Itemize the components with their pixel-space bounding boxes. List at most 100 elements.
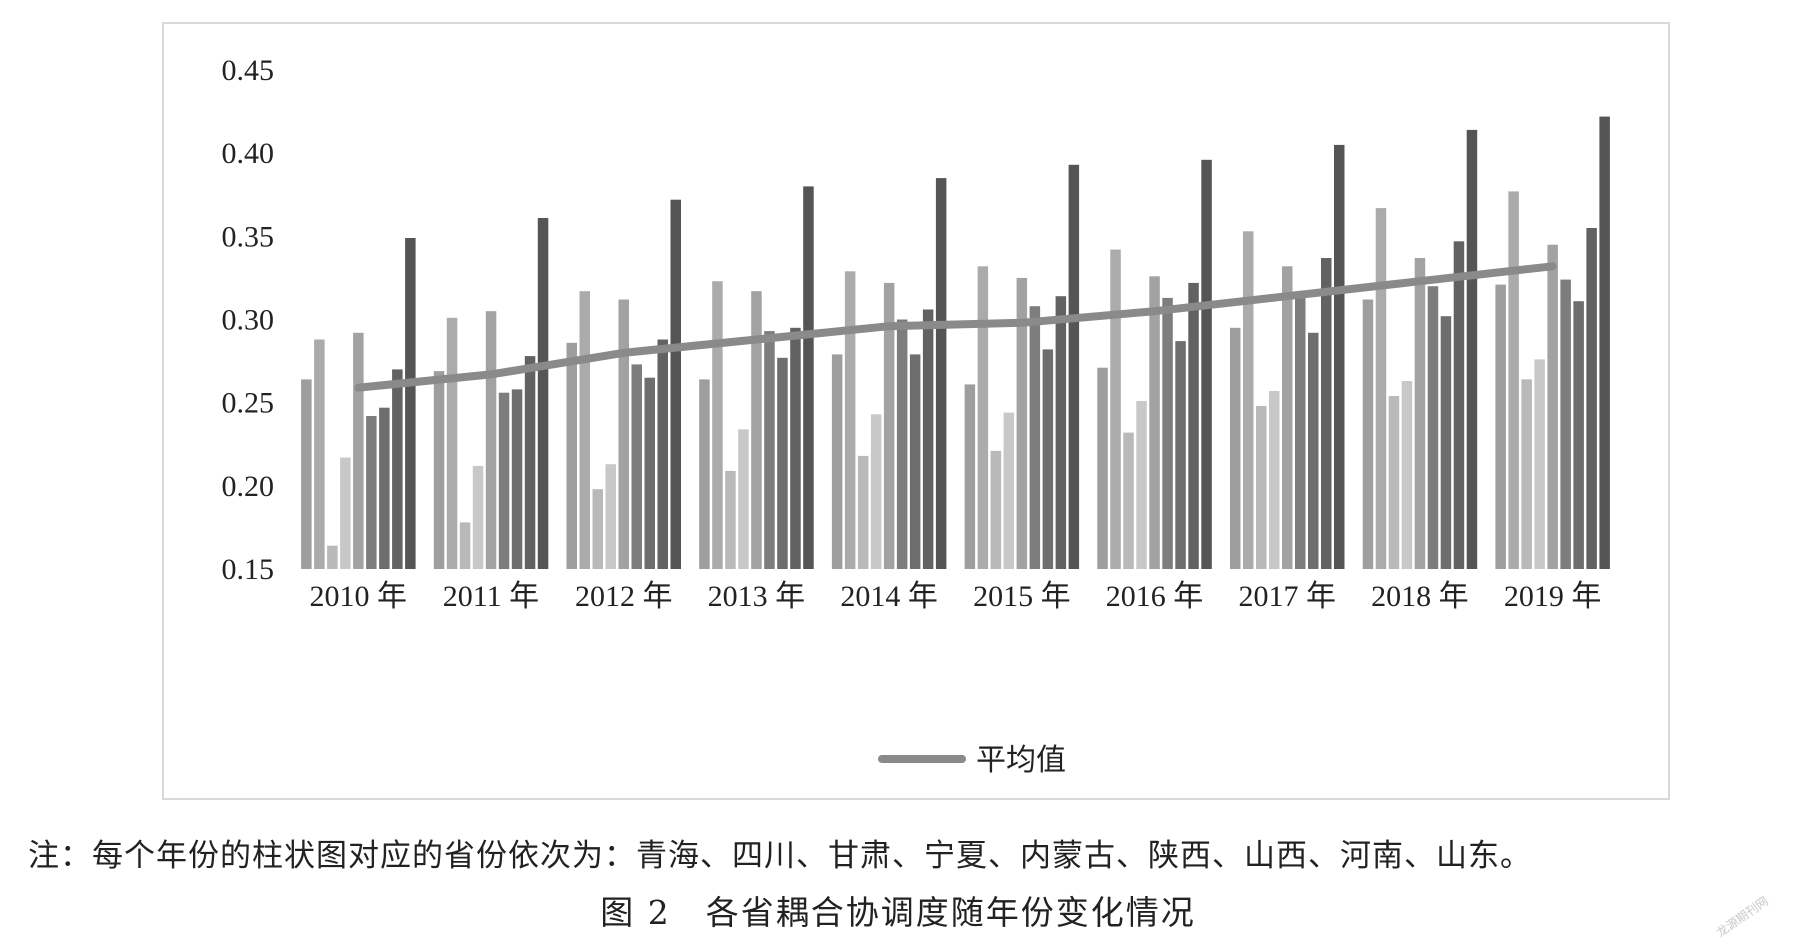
figure-caption: 图 2 各省耦合协调度随年份变化情况: [600, 893, 1196, 932]
x-tick-label: 2018 年: [1371, 580, 1469, 613]
bar: [725, 470, 736, 569]
bar: [1188, 282, 1199, 569]
bar: [566, 342, 577, 569]
legend-label: 平均值: [976, 743, 1066, 778]
bar: [699, 379, 710, 569]
bar: [751, 291, 762, 569]
bar: [1401, 381, 1413, 569]
bar: [340, 457, 351, 569]
bar: [964, 384, 976, 569]
bar: [1521, 379, 1532, 569]
bar: [1560, 279, 1571, 569]
bar: [1295, 292, 1306, 569]
bar: [1388, 396, 1400, 569]
x-tick-label: 2014 年: [840, 580, 938, 613]
x-tick-label: 2011 年: [443, 580, 539, 613]
bar: [1440, 316, 1452, 569]
bar: [1003, 412, 1015, 569]
bar: [1243, 231, 1254, 570]
bar: [870, 414, 882, 569]
bar: [644, 377, 655, 569]
bar: [1573, 301, 1584, 569]
bar: [1149, 276, 1160, 569]
bar: [1375, 208, 1387, 569]
bar: [1110, 249, 1121, 569]
bar: [1599, 116, 1610, 569]
bar: [524, 356, 536, 569]
bar: [1586, 228, 1597, 569]
bar: [1068, 164, 1080, 570]
bar: [1162, 297, 1173, 569]
bar: [922, 309, 934, 569]
bar: [977, 266, 989, 569]
bar: [1136, 401, 1147, 569]
legend: 平均值: [878, 743, 1066, 778]
y-tick-label: 0.45: [222, 54, 275, 87]
y-tick-label: 0.30: [222, 304, 275, 337]
bar: [935, 178, 947, 569]
bar: [712, 281, 723, 569]
bar: [1321, 258, 1332, 569]
x-axis: 2010 年 2011 年 2012 年 2013 年 2014 年 2015 年 2016…: [310, 580, 1602, 613]
bar: [909, 354, 921, 569]
bar: [314, 339, 325, 569]
x-tick-label: 2010 年: [310, 580, 408, 613]
x-tick-label: 2016 年: [1106, 580, 1204, 613]
x-tick-label: 2019 年: [1504, 580, 1602, 613]
bar: [1016, 277, 1028, 569]
bar: [1029, 306, 1041, 569]
bar: [990, 450, 1002, 569]
bar: [738, 429, 749, 569]
bar: [1334, 144, 1345, 569]
chart-note: 注：每个年份的柱状图对应的省份依次为：青海、四川、甘肃、宁夏、内蒙古、陕西、山西…: [28, 838, 1532, 874]
bar-chart: 0.15 0.20 0.25 0.30 0.35 0.40 0.45 2010 年 2011 …: [222, 54, 1610, 778]
bar: [1269, 391, 1280, 569]
bar: [831, 354, 843, 569]
y-axis: 0.15 0.20 0.25 0.30 0.35 0.40 0.45: [222, 54, 275, 586]
bar: [301, 379, 312, 569]
bar: [1282, 266, 1293, 569]
bar: [472, 465, 484, 569]
bar: [1175, 341, 1186, 569]
bar: [1453, 241, 1465, 570]
bar: [1547, 244, 1558, 569]
bar: [579, 291, 590, 569]
average-series-line: [354, 262, 1557, 392]
bar: [883, 282, 895, 569]
average-line: [354, 262, 1557, 392]
bar: [777, 357, 788, 569]
bar: [537, 218, 549, 569]
y-tick-label: 0.25: [222, 387, 275, 420]
x-tick-label: 2012 年: [575, 580, 673, 613]
bar: [446, 317, 458, 569]
x-tick-label: 2015 年: [973, 580, 1071, 613]
bar: [1362, 299, 1374, 569]
bar: [1201, 159, 1212, 570]
bar: [896, 319, 908, 569]
bar: [366, 416, 377, 569]
bar: [459, 522, 471, 569]
bar: [592, 489, 603, 569]
bar: [1466, 129, 1478, 569]
bar: [1055, 296, 1067, 569]
bar: [1097, 367, 1108, 569]
bar: [790, 327, 801, 569]
bar: [1256, 406, 1267, 569]
chart-frame: 0.15 0.20 0.25 0.30 0.35 0.40 0.45 2010 年 2011 …: [162, 22, 1670, 800]
bar: [764, 331, 775, 569]
x-tick-label: 2017 年: [1238, 580, 1336, 613]
y-tick-label: 0.40: [222, 137, 275, 170]
bar: [670, 199, 681, 569]
x-tick-label: 2013 年: [708, 580, 806, 613]
bar: [618, 299, 629, 569]
bar: [433, 371, 445, 569]
bar: [327, 545, 338, 569]
bar: [657, 339, 668, 569]
y-tick-label: 0.20: [222, 470, 275, 503]
bar: [857, 455, 869, 569]
bar: [353, 332, 364, 569]
bar: [379, 407, 390, 569]
bars: [301, 116, 1610, 570]
bar: [1042, 349, 1054, 569]
bar: [1534, 359, 1545, 569]
